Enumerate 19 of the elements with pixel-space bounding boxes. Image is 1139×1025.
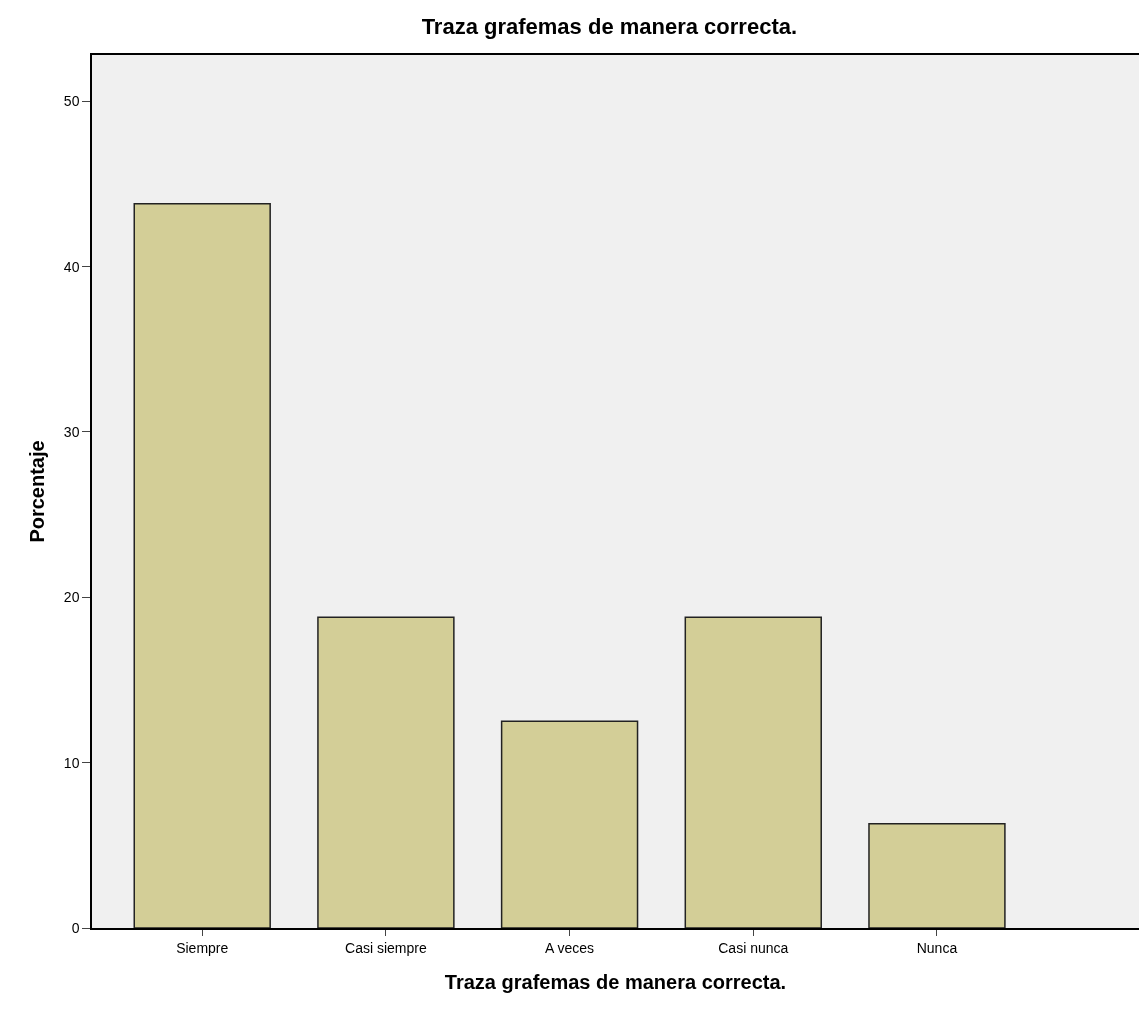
x-tick-label: Nunca bbox=[916, 939, 958, 956]
bar bbox=[317, 616, 455, 928]
bar bbox=[684, 616, 822, 928]
x-tick-label: A veces bbox=[545, 939, 595, 956]
x-axis-title: Traza grafemas de manera correcta. bbox=[444, 970, 787, 993]
bar bbox=[500, 720, 639, 928]
y-tick-label: 30 bbox=[63, 423, 80, 440]
y-tick-label: 50 bbox=[63, 93, 80, 110]
bar bbox=[133, 203, 271, 928]
y-tick-label: 20 bbox=[63, 589, 80, 606]
bar bbox=[868, 823, 1006, 928]
x-tick-label: Siempre bbox=[176, 939, 229, 956]
y-axis-title: Porcentaje bbox=[25, 440, 48, 543]
chart-title: Traza grafemas de manera correcta. bbox=[421, 13, 798, 39]
y-tick-label: 10 bbox=[63, 754, 80, 771]
x-tick-label: Casi siempre bbox=[345, 939, 427, 956]
y-tick-label: 40 bbox=[63, 258, 80, 275]
x-tick-label: Casi nunca bbox=[718, 939, 789, 956]
y-tick-label: 0 bbox=[71, 919, 80, 936]
